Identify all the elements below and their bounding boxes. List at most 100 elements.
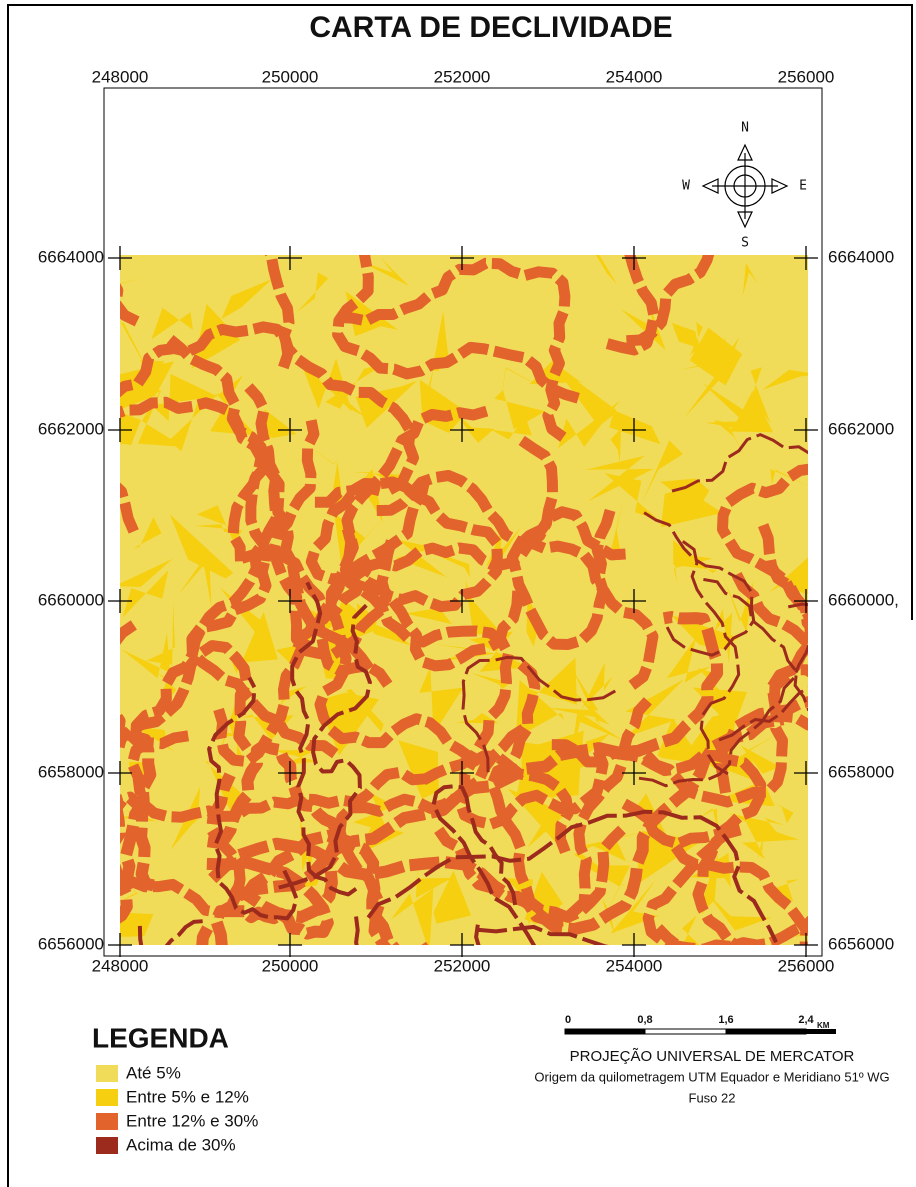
legend-swatch xyxy=(96,1089,118,1106)
grid-crosses xyxy=(108,246,818,957)
slope-class-area xyxy=(706,892,772,931)
slope-class-area xyxy=(339,527,514,785)
slope-class-area xyxy=(332,255,580,404)
slope-class-area xyxy=(770,469,807,486)
slope-class-area xyxy=(120,809,158,822)
slope-class-area xyxy=(657,718,705,765)
slope-class-area xyxy=(666,637,711,683)
slope-class-area xyxy=(300,358,352,412)
grid-cross xyxy=(108,418,132,442)
slope-class-area xyxy=(723,577,754,633)
x-coordinate-label: 256000 xyxy=(778,67,835,86)
slope-class-area xyxy=(213,479,430,768)
slope-class-area xyxy=(420,366,439,419)
slope-class-area xyxy=(642,664,808,808)
slope-class-area xyxy=(714,608,733,664)
legend-swatch xyxy=(96,1065,118,1082)
slope-class-area xyxy=(196,505,242,543)
slope-class-area xyxy=(771,801,794,824)
slope-class-area xyxy=(638,642,808,788)
y-coordinate-label: 6664000 xyxy=(828,247,894,266)
slope-class-area xyxy=(120,412,141,445)
slope-class-area xyxy=(376,470,659,690)
y-coordinate-label: 6664000 xyxy=(38,247,104,266)
slope-class-area xyxy=(490,416,532,440)
slope-class-area xyxy=(433,870,472,924)
x-coordinate-label: 252000 xyxy=(434,67,491,86)
grid-cross xyxy=(794,589,818,613)
slope-class-area xyxy=(416,545,470,578)
slope-class-area xyxy=(661,488,723,528)
grid-cross xyxy=(622,761,646,785)
slope-class-area xyxy=(120,558,173,587)
slope-class-area xyxy=(702,382,760,432)
slope-class-area xyxy=(583,865,631,913)
x-coordinate-label: 254000 xyxy=(606,956,663,975)
slope-class-area xyxy=(625,679,685,737)
slope-class-area xyxy=(390,888,434,945)
slope-class-area xyxy=(660,478,710,510)
grid-cross xyxy=(108,761,132,785)
grid-cross xyxy=(278,246,302,270)
slope-class-area xyxy=(208,713,785,936)
scale-segment xyxy=(806,1029,836,1034)
scale-segment xyxy=(725,1028,807,1035)
grid-cross xyxy=(278,418,302,442)
slope-class-area xyxy=(290,581,358,897)
slope-class-area xyxy=(609,410,661,445)
grid-cross xyxy=(108,589,132,613)
x-coordinate-label: 248000 xyxy=(92,67,149,86)
slope-class-area xyxy=(689,327,742,386)
projection-note: Origem da quilometragem UTM Equador e Me… xyxy=(534,1069,889,1084)
slope-class-area xyxy=(346,688,384,732)
slope-class-area xyxy=(757,832,765,863)
y-coordinate-label: 6662000 xyxy=(828,419,894,438)
y-coordinate-label: 6660000, xyxy=(828,590,899,609)
slope-class-area xyxy=(585,455,654,502)
slope-class-area xyxy=(641,440,683,504)
slope-class-area xyxy=(419,666,464,734)
slope-class-area xyxy=(263,409,297,438)
y-coordinate-label: 6656000 xyxy=(38,934,104,953)
slope-class-area xyxy=(120,710,157,892)
slope-class-area xyxy=(671,322,699,348)
slope-class-area xyxy=(398,740,439,799)
slope-class-area xyxy=(278,603,372,890)
compass-rose xyxy=(701,143,789,229)
slope-class-area xyxy=(415,850,453,898)
slope-class-area xyxy=(122,570,169,618)
slope-class-area xyxy=(506,506,626,650)
slope-class-area xyxy=(236,611,724,902)
slope-class-area xyxy=(366,809,778,944)
slope-class-area xyxy=(431,784,537,945)
scale-label: 0,8 xyxy=(637,1014,652,1026)
x-coordinate-label: 248000 xyxy=(92,956,149,975)
slope-class-area xyxy=(186,464,339,759)
slope-class-area xyxy=(146,601,175,665)
slope-class-area xyxy=(742,822,800,860)
slope-class-area xyxy=(434,697,652,927)
y-coordinate-label: 6662000 xyxy=(38,419,104,438)
slope-map xyxy=(120,255,808,945)
slope-class-area xyxy=(643,511,756,657)
grid-cross xyxy=(450,761,474,785)
slope-class-area xyxy=(170,786,201,850)
slope-class-area xyxy=(292,435,558,651)
slope-class-area xyxy=(120,912,154,937)
slope-class-area xyxy=(682,915,700,945)
grid-cross xyxy=(794,761,818,785)
legend-label: Até 5% xyxy=(126,1063,181,1082)
slope-class-area xyxy=(449,406,495,443)
grid-cross xyxy=(450,933,474,957)
slope-class-area xyxy=(465,579,502,635)
scale-segment xyxy=(644,1028,727,1035)
slope-class-area xyxy=(767,879,800,902)
slope-class-area xyxy=(405,607,463,639)
sheet-border xyxy=(7,4,913,1187)
slope-class-area xyxy=(210,374,257,436)
grid-cross xyxy=(108,933,132,957)
slope-class-area xyxy=(494,390,546,430)
scale-label: 0 xyxy=(565,1014,571,1026)
slope-class-area xyxy=(133,517,162,549)
